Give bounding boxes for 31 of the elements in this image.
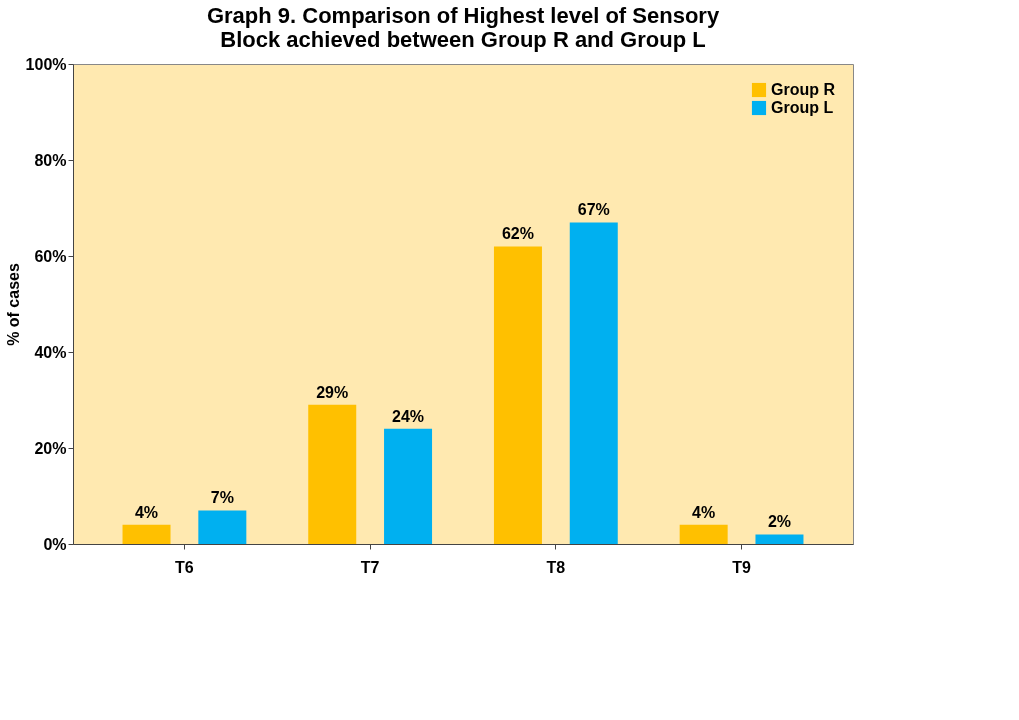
text: 4% xyxy=(134,503,159,521)
bar xyxy=(493,246,542,544)
x-tick-label: T7 xyxy=(360,558,380,576)
bar xyxy=(122,524,171,544)
bar xyxy=(198,510,247,544)
bar xyxy=(384,428,433,544)
legend-label: Group L xyxy=(771,99,834,116)
y-axis-title: % of cases xyxy=(4,263,22,346)
y-tick-label: 80% xyxy=(34,151,67,169)
text: 4% xyxy=(692,503,716,521)
x-tick-label: T6 xyxy=(175,558,194,576)
bar xyxy=(755,534,804,544)
text: 62% xyxy=(501,225,534,243)
bar xyxy=(569,222,618,544)
text: 29% xyxy=(316,383,349,401)
bar xyxy=(679,524,728,544)
text: Graph 9. Comparison of Highest level of Sensory xyxy=(206,3,720,28)
text: 2% xyxy=(767,513,792,531)
text: 67% xyxy=(577,201,610,219)
x-tick-label: T9 xyxy=(732,558,752,576)
legend-label: Group R xyxy=(771,81,836,98)
y-tick-label: 100% xyxy=(25,55,67,73)
y-tick-label: 40% xyxy=(34,343,67,361)
text: 7% xyxy=(210,489,234,507)
y-tick-label: 60% xyxy=(34,247,67,265)
y-tick-label: 0% xyxy=(43,535,67,553)
text: 24% xyxy=(392,407,425,425)
bar xyxy=(308,404,357,544)
x-tick-label: T8 xyxy=(546,558,566,576)
y-tick-label: 20% xyxy=(34,439,67,457)
text: Block achieved between Group R and Group L xyxy=(220,27,706,52)
